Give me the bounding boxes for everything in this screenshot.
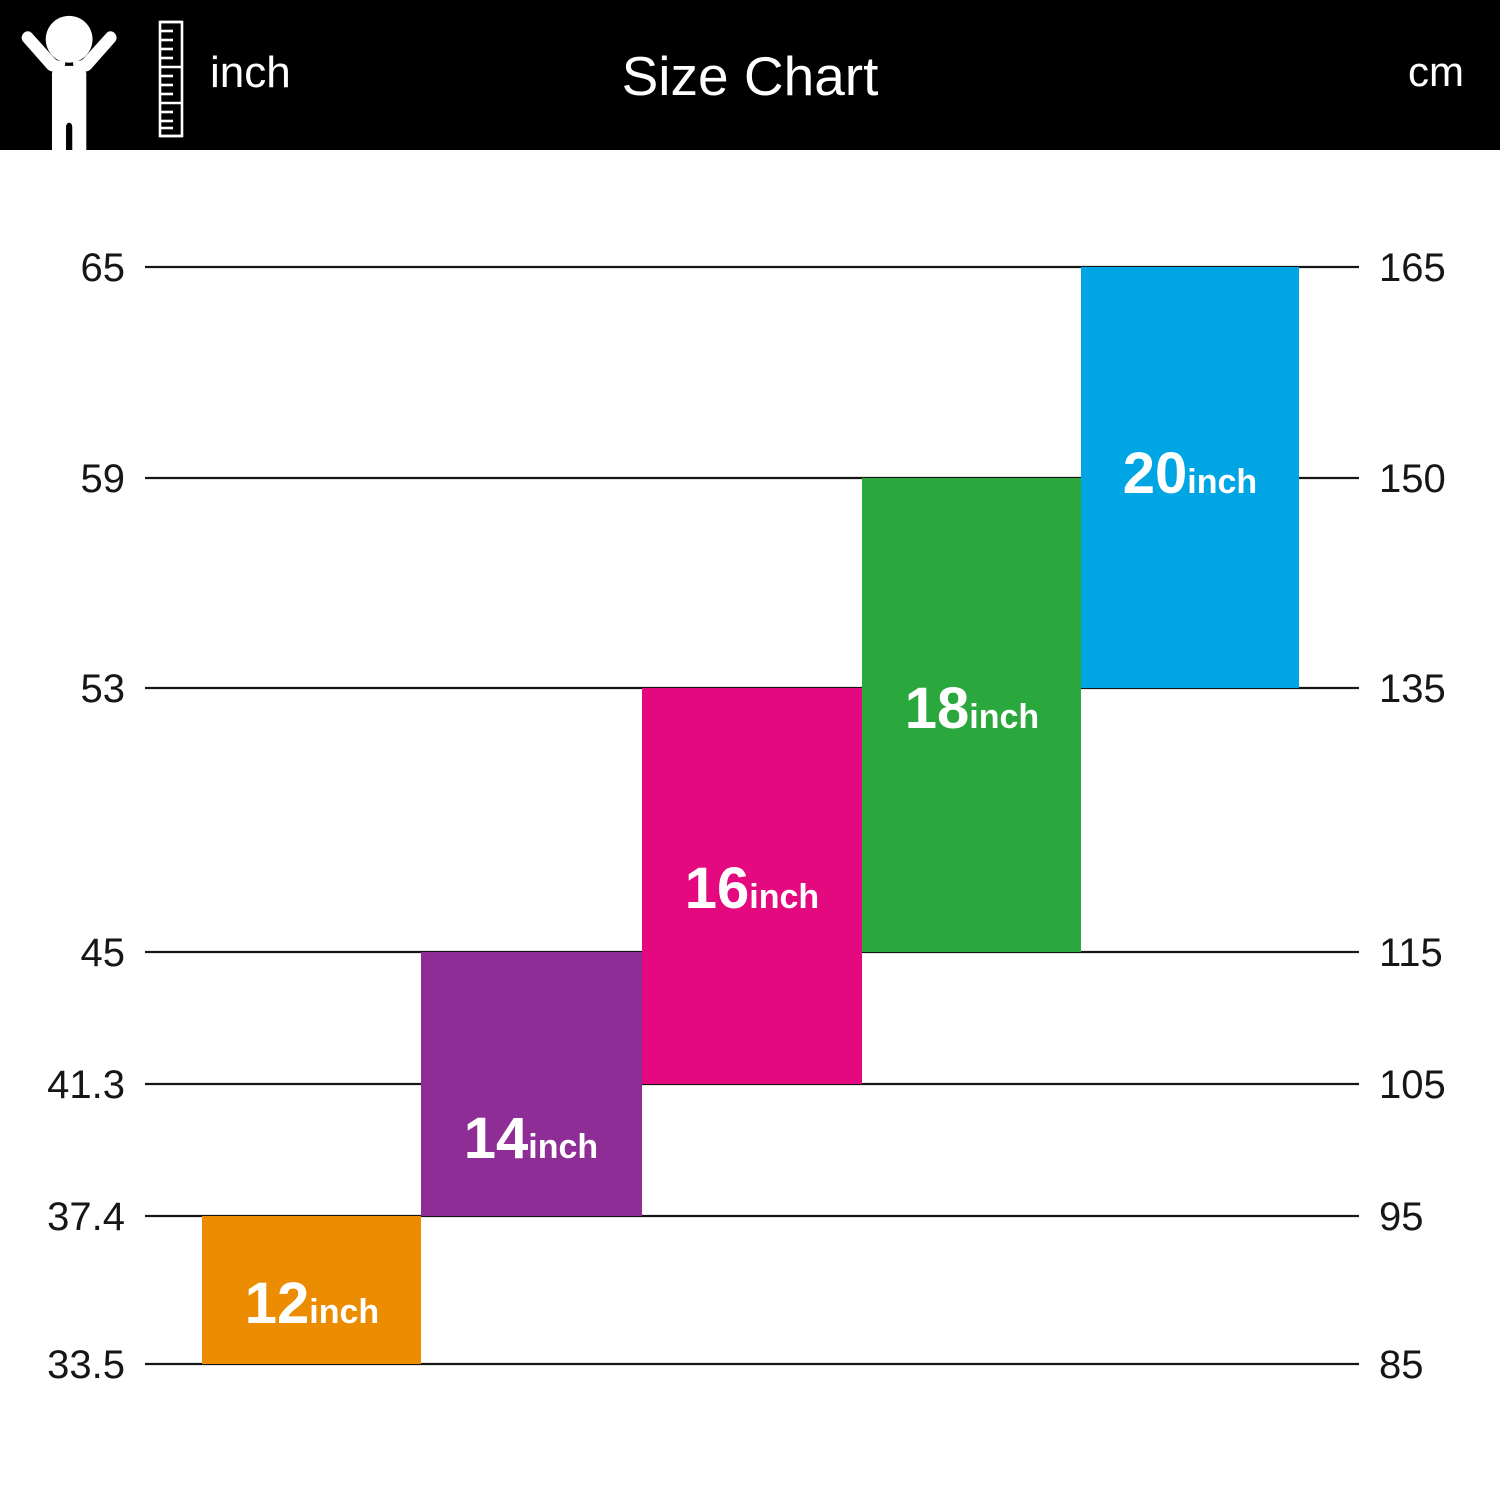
svg-text:59: 59 — [81, 457, 126, 501]
svg-text:95: 95 — [1379, 1195, 1424, 1239]
svg-text:135: 135 — [1379, 667, 1446, 711]
svg-text:85: 85 — [1379, 1343, 1424, 1387]
svg-text:105: 105 — [1379, 1063, 1446, 1107]
svg-text:45: 45 — [81, 931, 126, 975]
svg-text:41.3: 41.3 — [47, 1063, 125, 1107]
svg-text:37.4: 37.4 — [47, 1195, 125, 1239]
svg-text:115: 115 — [1379, 931, 1443, 975]
svg-text:150: 150 — [1379, 457, 1446, 501]
svg-text:53: 53 — [81, 667, 126, 711]
svg-text:65: 65 — [81, 246, 126, 290]
svg-text:165: 165 — [1379, 246, 1446, 290]
svg-text:33.5: 33.5 — [47, 1343, 125, 1387]
